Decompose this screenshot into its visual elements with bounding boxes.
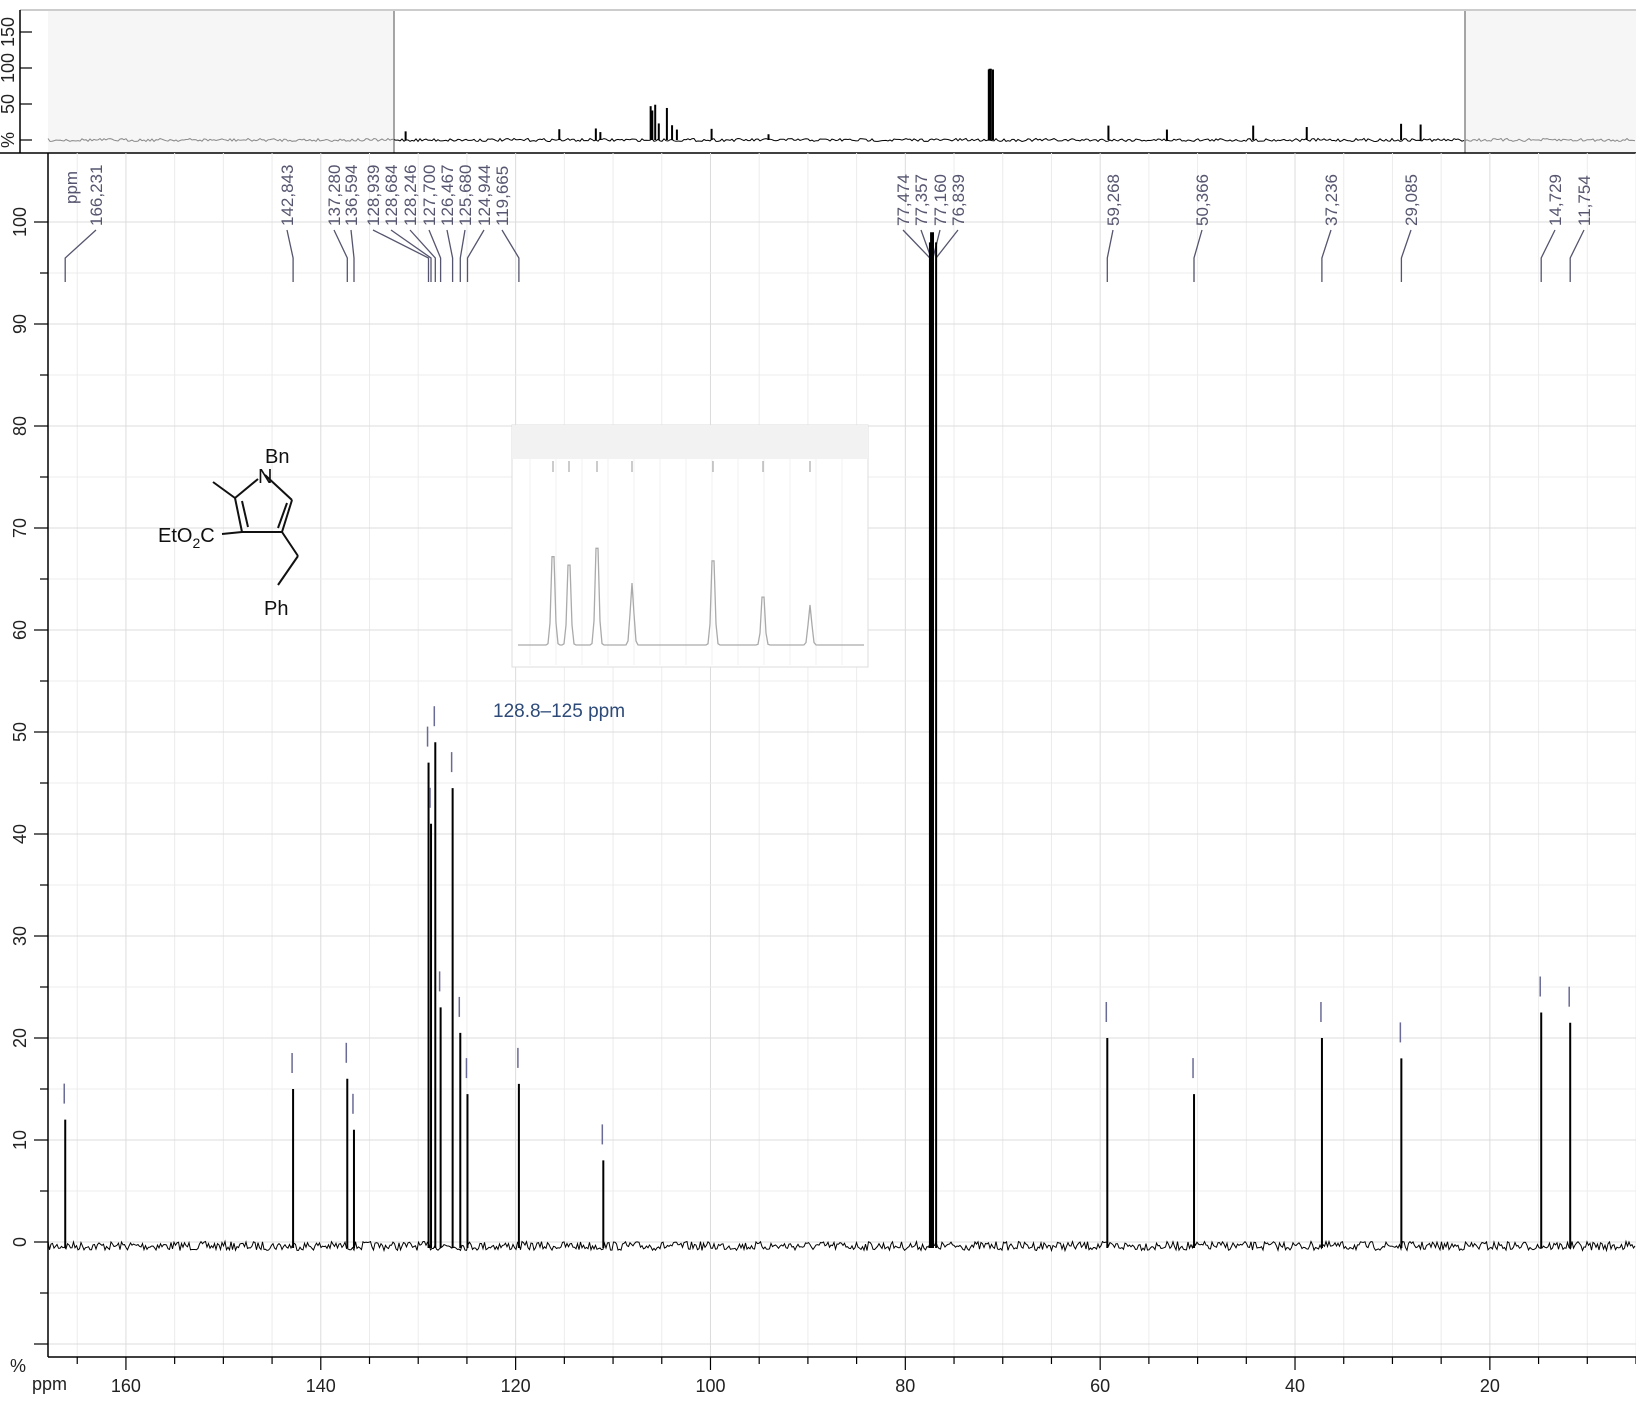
peak-label: 137,280 [325, 165, 344, 226]
spectrum-peaks [64, 232, 1572, 1248]
peak-label-leader [1569, 229, 1585, 282]
x-tick-label: 80 [895, 1376, 915, 1396]
inset-overview-strip [512, 425, 868, 459]
peak-label: 77,357 [912, 174, 931, 226]
overview-shade-left [48, 10, 394, 153]
peak-label-leader [390, 229, 432, 282]
inset-frame [511, 424, 869, 668]
peak-label: 128,246 [401, 165, 420, 226]
peak-label-leader [286, 229, 294, 282]
peak-label: 166,231 [87, 165, 106, 226]
peak-label-leader [428, 229, 442, 282]
structure-subscript-label: 2 [192, 535, 200, 551]
peak-label-leader [1321, 229, 1332, 282]
y-tick-label: 80 [10, 416, 30, 436]
peak-label-leader [64, 229, 97, 282]
peak-label-leader [902, 229, 931, 282]
peak-label: 50,366 [1193, 174, 1212, 226]
peak-label: 128,684 [382, 165, 401, 226]
peak-label: 29,085 [1402, 174, 1421, 226]
inset-caption: 128.8–125 ppm [493, 701, 625, 722]
integration-markers [63, 706, 1570, 1145]
peak-label: 11,754 [1575, 175, 1594, 226]
peak-label-leader [333, 229, 348, 282]
peak-label: 77,160 [931, 174, 950, 226]
y-tick-label: 0 [10, 1237, 30, 1247]
peak-label-leader [372, 229, 430, 282]
peak-label: 119,665 [493, 166, 512, 226]
x-tick-label: 140 [306, 1376, 336, 1396]
peak-label-leader [935, 229, 959, 282]
x-tick-label: 20 [1480, 1376, 1500, 1396]
overview-noise-right [1464, 137, 1636, 142]
baseline-noise [47, 1239, 1636, 1253]
x-tick-label: 120 [501, 1376, 531, 1396]
peak-label-leader [350, 229, 355, 282]
peak-label-leader [466, 229, 485, 282]
peak-label: 128,939 [364, 165, 383, 226]
inset-zoom: 128.8–125 ppm [493, 424, 869, 722]
structure-c-label: C [200, 525, 214, 547]
y-tick-label: 20 [10, 1028, 30, 1048]
overview-noise-center [393, 137, 1465, 143]
peak-label: 76,839 [949, 174, 968, 226]
x-tick-label: 100 [695, 1376, 725, 1396]
y-unit-label: % [10, 1356, 26, 1376]
y-tick-label: 10 [10, 1130, 30, 1150]
overview-y-tick-label: 150 [0, 17, 18, 47]
inset-trace [518, 547, 864, 646]
y-tick-label: 50 [10, 722, 30, 742]
peak-label-leader [501, 229, 520, 282]
overview-y-tick-label: 50 [0, 94, 18, 114]
y-tick-label: 40 [10, 824, 30, 844]
peak-label: 77,474 [894, 174, 913, 226]
overview-y-axis: % 50 100 150 [0, 17, 32, 148]
y-axis: 0 10 20 30 40 50 60 70 80 90 100 [10, 153, 49, 1357]
structure-bn-label: Bn [265, 446, 289, 468]
x-tick-label: 60 [1090, 1376, 1110, 1396]
peak-label: 142,843 [278, 165, 297, 226]
y-tick-label: 30 [10, 926, 30, 946]
peak-label-leader [446, 229, 454, 282]
peak-label: 136,594 [342, 165, 361, 226]
x-tick-label: 160 [111, 1376, 141, 1396]
overview-y-tick-label: % [0, 132, 18, 148]
peak-label: 125,680 [456, 165, 475, 226]
peak-label: 59,268 [1104, 174, 1123, 226]
overview-y-tick-label: 100 [0, 53, 18, 83]
x-tick-label: 40 [1285, 1376, 1305, 1396]
structure-eto-label: EtO [158, 525, 192, 547]
peak-label: 124,944 [475, 165, 494, 226]
y-tick-label: 100 [10, 207, 30, 237]
peak-label-leader [409, 229, 436, 282]
overview-peaks [404, 68, 1422, 140]
overview-noise-left [47, 137, 395, 143]
peak-label: 126,467 [438, 165, 457, 226]
peak-label-header: ppm [62, 171, 81, 204]
chemical-structure: Bn N EtO2C Ph [158, 446, 299, 620]
y-tick-label: 70 [10, 518, 30, 538]
x-unit-label: ppm [32, 1374, 67, 1394]
structure-bonds [212, 474, 299, 586]
peak-label-leader [1400, 229, 1412, 282]
y-tick-label: 90 [10, 314, 30, 334]
structure-n-label: N [258, 466, 272, 488]
overview-shade-right [1465, 10, 1636, 153]
plot-grid [48, 153, 1636, 1357]
x-axis: 160 140 120 100 80 60 40 20 [48, 1356, 1636, 1396]
peak-label: 14,729 [1546, 174, 1565, 226]
structure-ester-label: EtO2C [158, 525, 215, 551]
peak-label-leader [1540, 229, 1556, 282]
y-tick-label: 60 [10, 620, 30, 640]
peak-label: 127,700 [420, 165, 439, 226]
peak-label: 37,236 [1322, 174, 1341, 226]
peak-label-leader [1193, 229, 1203, 282]
peak-label-leader [459, 229, 466, 282]
peak-label-leader [1106, 229, 1114, 282]
structure-ph-label: Ph [264, 598, 288, 620]
